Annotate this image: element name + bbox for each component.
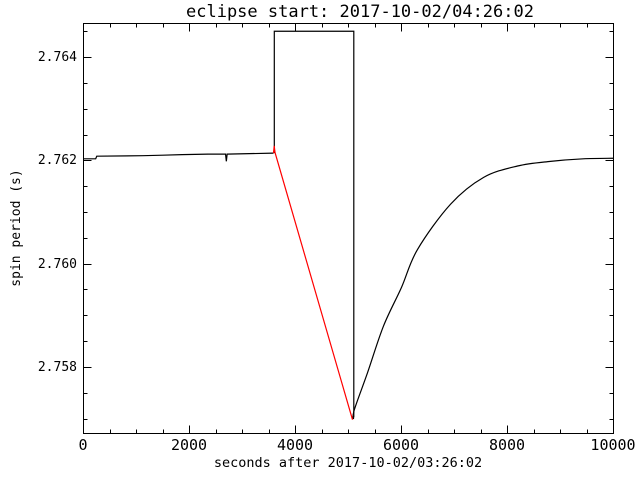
x-tick-label: 0 [78,436,87,454]
x-tick-label: 10000 [590,436,635,454]
series-pre-eclipse [83,152,274,162]
series-eclipse-window-box [273,30,355,418]
series-recovery [352,157,614,420]
x-tick-label: 2000 [171,436,207,454]
y-tick-label: 2.760 [38,257,77,272]
chart-title: eclipse start: 2017-10-02/04:26:02 [186,2,534,22]
y-tick-label: 2.762 [38,153,77,168]
y-tick-label: 2.758 [38,360,77,375]
x-tick-label: 8000 [489,436,525,454]
x-tick-label: 6000 [383,436,419,454]
y-tick-label: 2.764 [38,50,77,65]
series-eclipse-spin-up [272,145,354,420]
axes-layer [83,23,614,434]
tick-labels-layer: 0 2000 4000 6000 8000 10000 2.758 2.760 2.762 2.7… [38,50,636,454]
series-layer [83,30,614,420]
plot-frame [83,23,614,434]
x-axis-label: seconds after 2017-10-02/03:26:02 [214,455,482,471]
x-tick-label: 4000 [277,436,313,454]
y-axis-label: spin period (s) [9,169,24,286]
